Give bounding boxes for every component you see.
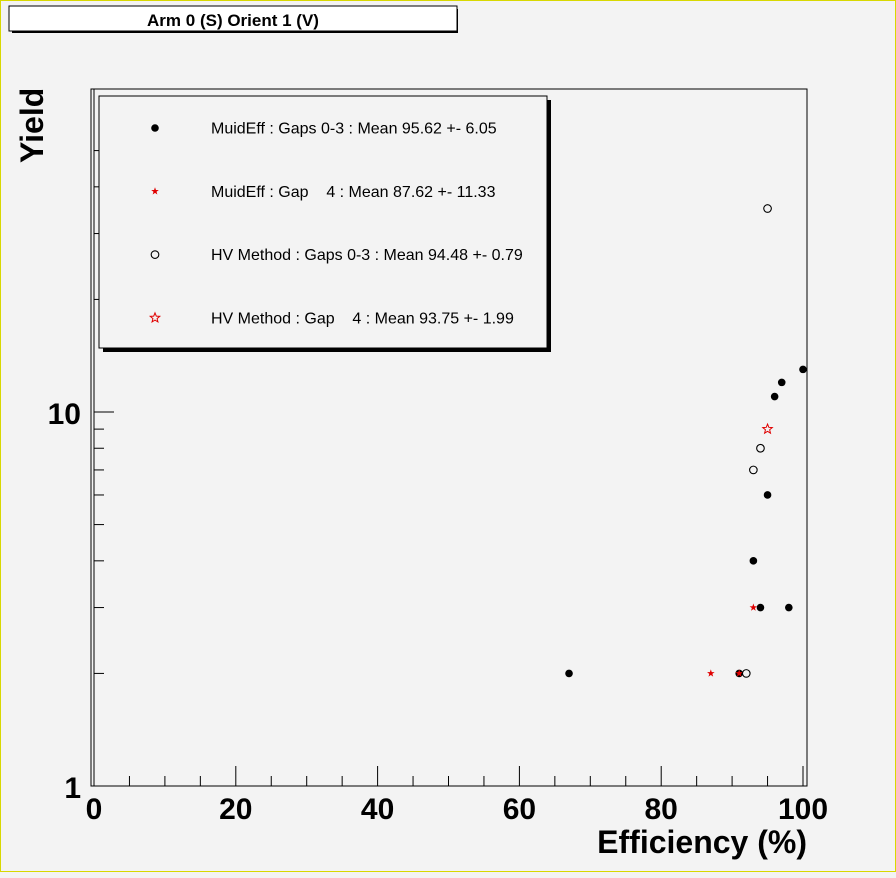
data-point-series-3 [761,422,774,435]
data-point-series-1 [749,603,758,611]
x-axis: 0 20 40 60 80 100 [86,766,828,826]
y-axis: 1 10 [48,89,114,805]
legend-marker-series-1 [151,187,159,195]
legend-marker-series-3 [148,311,162,324]
legend-label-series-1: MuidEff : Gap 4 : Mean 87.62 +- 11.33 [211,184,496,201]
data-point-series-1 [735,669,743,677]
title-box: Arm 0 (S) Orient 1 (V) [8,5,458,33]
x-tick-label: 0 [86,793,103,826]
data-point-series-0 [565,669,573,678]
legend: MuidEff : Gaps 0-3 : Mean 95.62 +- 6.05 M… [98,95,551,352]
data-point-series-0 [799,365,807,374]
chart-title: Arm 0 (S) Orient 1 (V) [147,11,319,30]
x-tick-label: 60 [503,793,536,826]
x-tick-label: 80 [645,793,678,826]
data-point-series-2 [756,443,765,453]
legend-marker-series-2 [150,250,160,259]
data-point-series-0 [777,378,786,387]
data-point-series-2 [763,204,772,213]
x-tick-label: 20 [219,793,252,826]
legend-label-series-3: HV Method : Gap 4 : Mean 93.75 +- 1.99 [211,310,514,327]
y-axis-label: Yield [14,88,50,163]
data-point-series-1 [707,669,715,677]
data-points [565,204,807,678]
x-axis-label: Efficiency (%) [597,824,807,860]
data-point-series-0 [785,603,793,612]
legend-label-series-0: MuidEff : Gaps 0-3 : Mean 95.62 +- 6.05 [211,121,497,138]
data-point-series-2 [741,669,751,678]
legend-label-series-2: HV Method : Gaps 0-3 : Mean 94.48 +- 0.7… [211,247,523,264]
data-point-series-0 [763,491,772,499]
data-point-series-2 [749,465,758,475]
data-point-series-0 [770,392,779,401]
x-tick-label: 100 [778,793,828,826]
data-point-series-0 [749,557,758,565]
x-tick-label: 40 [361,793,394,826]
data-point-series-0 [756,603,765,612]
legend-marker-series-0 [151,124,159,132]
y-tick-label: 1 [64,772,81,805]
y-tick-label: 10 [48,398,81,431]
